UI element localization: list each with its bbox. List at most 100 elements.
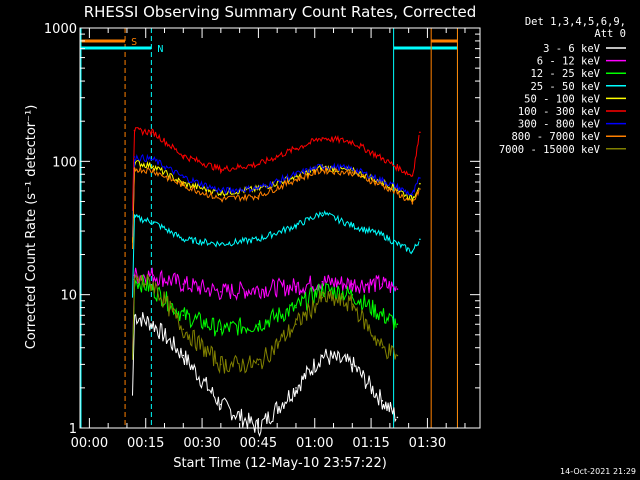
- data-point: [351, 172, 354, 174]
- legend-item: 12 - 25 keV: [530, 68, 626, 80]
- data-point: [182, 283, 185, 285]
- data-point: [257, 323, 260, 326]
- data-point: [257, 288, 260, 290]
- data-point: [152, 323, 154, 326]
- data-point: [152, 283, 154, 285]
- data-point: [351, 167, 354, 170]
- data-point: [152, 221, 154, 223]
- data-point: [351, 363, 354, 366]
- data-point: [381, 181, 384, 183]
- data-point: [257, 363, 260, 366]
- data-point: [133, 278, 136, 281]
- data-point: [321, 296, 324, 299]
- data-point: [295, 147, 297, 150]
- data-point: [220, 328, 222, 331]
- data-point: [396, 416, 399, 419]
- data-point: [152, 158, 154, 161]
- data-point: [321, 212, 324, 214]
- legend-label: 6 - 12 keV: [537, 56, 601, 68]
- data-point: [257, 238, 260, 241]
- data-point: [351, 141, 354, 143]
- data-point: [411, 250, 414, 253]
- x-axis-label: Start Time (12-May-10 23:57:22): [173, 456, 387, 471]
- data-point: [133, 216, 136, 219]
- data-point: [396, 243, 399, 245]
- data-point: [381, 157, 384, 160]
- legend-label: 800 - 7000 keV: [511, 131, 600, 143]
- data-point: [411, 174, 414, 177]
- series-line-7: [132, 167, 420, 250]
- data-point: [295, 306, 297, 309]
- data-point: [351, 303, 354, 305]
- legend-item: 3 - 6 keV: [543, 43, 626, 55]
- data-point: [182, 155, 185, 157]
- legend-item: 6 - 12 keV: [537, 56, 626, 68]
- data-point: [396, 288, 399, 290]
- y-tick-label: 100: [52, 155, 77, 170]
- data-point: [182, 238, 185, 241]
- data-point: [152, 274, 154, 277]
- data-point: [152, 165, 154, 167]
- legend-header-line-2: Att 0: [594, 28, 626, 40]
- data-point: [295, 173, 297, 176]
- data-point: [396, 166, 399, 169]
- data-point: [220, 363, 222, 366]
- data-point: [295, 224, 297, 227]
- data-point: [419, 131, 421, 134]
- legend-label: 300 - 800 keV: [518, 119, 601, 131]
- data-point: [381, 179, 384, 182]
- legend-item: 800 - 7000 keV: [511, 131, 626, 143]
- legend-label: 50 - 100 keV: [524, 93, 601, 105]
- series-line-1: [132, 267, 397, 356]
- legend-header-line-1: Det 1,3,4,5,6,9,: [525, 16, 626, 28]
- data-point: [419, 182, 421, 185]
- data-point: [411, 203, 414, 205]
- y-axis-label: Corrected Count Rate (s⁻¹ detector⁻¹): [24, 105, 39, 350]
- legend-item: 100 - 300 keV: [518, 106, 626, 118]
- marker-n: N: [80, 28, 163, 428]
- series-line-3: [132, 210, 420, 298]
- data-point: [133, 156, 136, 158]
- x-tick-label: 01:00: [296, 436, 333, 451]
- x-tick-label: 00:45: [240, 436, 277, 451]
- data-point: [182, 354, 185, 357]
- x-tick-label: 00:15: [127, 436, 164, 451]
- legend-label: 100 - 300 keV: [518, 106, 601, 118]
- data-point: [220, 168, 222, 171]
- data-point: [257, 187, 260, 189]
- data-point: [419, 188, 421, 190]
- series-line-6: [132, 153, 420, 238]
- y-tick-label: 1000: [44, 22, 77, 37]
- legend-label: 7000 - 15000 keV: [499, 144, 601, 156]
- data-point: [381, 346, 384, 349]
- data-point: [295, 285, 297, 288]
- data-point: [351, 293, 354, 296]
- data-point: [182, 314, 185, 317]
- legend-label: 3 - 6 keV: [543, 43, 601, 55]
- data-point: [381, 184, 384, 187]
- data-point: [182, 328, 185, 331]
- data-point: [152, 131, 154, 134]
- y-tick-label: 1: [69, 422, 77, 437]
- data-point: [411, 194, 414, 196]
- data-point: [321, 354, 324, 357]
- data-point: [220, 243, 222, 245]
- data-point: [257, 163, 260, 166]
- footer-timestamp: 14-Oct-2021 21:29: [560, 467, 636, 476]
- data-point: [396, 192, 399, 194]
- data-point: [321, 169, 324, 171]
- data-point: [220, 403, 222, 406]
- plot-area: SN: [80, 28, 458, 438]
- data-point: [295, 178, 297, 181]
- y-tick-label: 10: [60, 289, 77, 304]
- data-point: [321, 288, 324, 290]
- data-point: [381, 283, 384, 285]
- data-point: [182, 184, 185, 187]
- chart-title: RHESSI Observing Summary Count Rates, Co…: [84, 3, 477, 21]
- data-point: [152, 169, 154, 172]
- legend-item: 300 - 800 keV: [518, 119, 626, 131]
- data-point: [396, 323, 399, 326]
- data-point: [321, 280, 324, 283]
